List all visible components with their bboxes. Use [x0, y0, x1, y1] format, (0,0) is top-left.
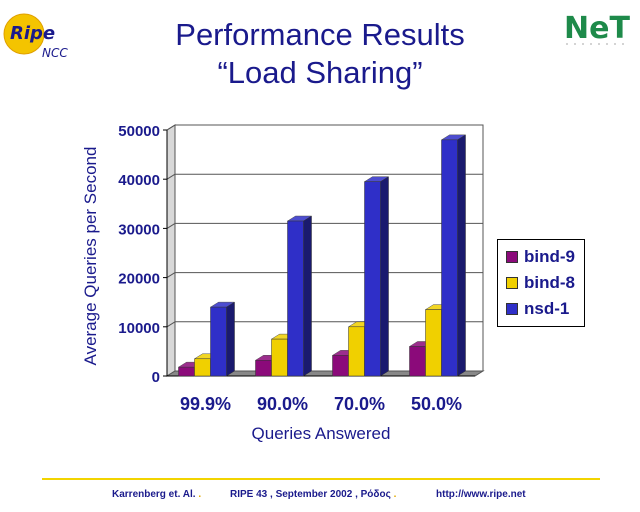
chart-labels: 0 10000 20000 30000 40000 50000 99.9% 90.0% 70.0…	[81, 123, 462, 443]
bar-front	[210, 306, 227, 377]
ripe-logo-subtext: NCC	[42, 46, 68, 60]
y-tick-label: 10000	[118, 320, 160, 337]
bar-front	[194, 358, 211, 377]
x-axis-title: Queries Answered	[252, 424, 391, 443]
footer-authors: Karrenberg et. Al. .	[112, 489, 202, 500]
net-logo: NeT	[564, 11, 630, 46]
x-tick-label: 50.0%	[411, 394, 462, 414]
page-title-line-2: “Load Sharing”	[217, 55, 423, 90]
legend-label-bind-8: bind-8	[524, 273, 575, 292]
legend-label-bind-9: bind-9	[524, 247, 575, 266]
x-tick-label: 99.9%	[180, 394, 231, 414]
gridline-side	[166, 124, 176, 131]
bar-nsd-1-70.0%	[363, 176, 390, 377]
x-tick-label: 90.0%	[257, 394, 308, 414]
bar-side	[457, 134, 466, 377]
legend-label-nsd-1: nsd-1	[524, 299, 570, 318]
bar-front	[332, 355, 349, 377]
bar-front	[441, 139, 458, 377]
bar-front	[271, 338, 288, 377]
page-title-line-1: Performance Results	[175, 17, 465, 52]
bar-nsd-1-90.0%	[286, 215, 313, 377]
gridline-side	[166, 173, 176, 180]
legend-item-nsd-1: nsd-1	[506, 298, 569, 320]
bar-front	[348, 326, 365, 377]
chart-plot-area	[163, 124, 485, 377]
y-tick-label: 0	[152, 369, 160, 386]
bar-nsd-1-99.9%	[209, 301, 236, 377]
bar-front	[409, 346, 426, 377]
chart-legend: bind-9 bind-8 nsd-1	[497, 239, 585, 327]
bar-side	[380, 176, 389, 377]
y-axis-title: Average Queries per Second	[81, 147, 100, 366]
ripe-logo-text: Ripe	[10, 23, 55, 44]
footer-event: RIPE 43 , September 2002 , Ρόδος .	[230, 489, 397, 500]
bar-nsd-1-50.0%	[440, 134, 467, 377]
ripe-ncc-logo: Ripe NCC	[3, 13, 68, 60]
bar-front	[255, 360, 272, 377]
y-tick-label: 20000	[118, 271, 160, 288]
bar-front	[364, 181, 381, 377]
gridline-side	[166, 321, 176, 328]
gridline-side	[166, 222, 176, 229]
bar-front	[425, 309, 442, 377]
legend-item-bind-8: bind-8	[506, 272, 575, 294]
legend-item-bind-9: bind-9	[506, 246, 575, 268]
chart-side-wall	[166, 124, 176, 377]
y-tick-label: 30000	[118, 221, 160, 238]
y-tick-label: 40000	[118, 172, 160, 189]
y-tick-label: 50000	[118, 123, 160, 140]
bar-front	[287, 220, 304, 377]
chart-bars	[177, 134, 467, 377]
legend-swatch-bind-8	[506, 277, 518, 289]
gridline-side	[166, 272, 176, 279]
bar-side	[303, 215, 312, 377]
legend-swatch-nsd-1	[506, 303, 518, 315]
net-logo-text: NeT	[564, 11, 630, 46]
x-tick-label: 70.0%	[334, 394, 385, 414]
footer-divider	[42, 478, 600, 480]
legend-swatch-bind-9	[506, 251, 518, 263]
bar-side	[226, 301, 235, 377]
footer-url: http://www.ripe.net	[436, 489, 526, 500]
bar-front	[178, 366, 195, 377]
